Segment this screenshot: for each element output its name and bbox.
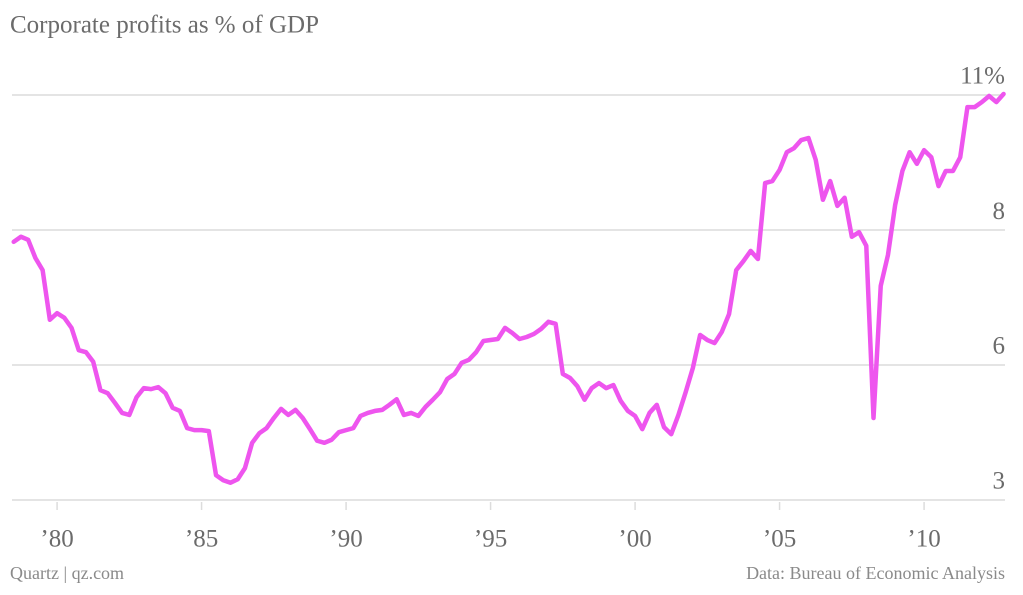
credit: Quartz | qz.com — [10, 563, 124, 583]
line — [11, 91, 1006, 486]
x-tick-label: ’95 — [474, 526, 507, 553]
y-tick-label: 8 — [993, 198, 1006, 225]
y-tick-label: 6 — [993, 333, 1006, 360]
x-tick-label: ’00 — [618, 526, 651, 553]
y-tick-label: 3 — [993, 468, 1006, 495]
chart-title: Corporate profits as % of GDP — [10, 12, 319, 39]
x-tick-label: ’80 — [40, 526, 73, 553]
source: Data: Bureau of Economic Analysis — [746, 563, 1005, 583]
x-tick-label: ’05 — [763, 526, 796, 553]
y-tick-label: 11% — [960, 63, 1005, 90]
x-tick-label: ’10 — [907, 526, 940, 553]
x-tick-label: ’90 — [329, 526, 362, 553]
x-tick-label: ’85 — [185, 526, 218, 553]
